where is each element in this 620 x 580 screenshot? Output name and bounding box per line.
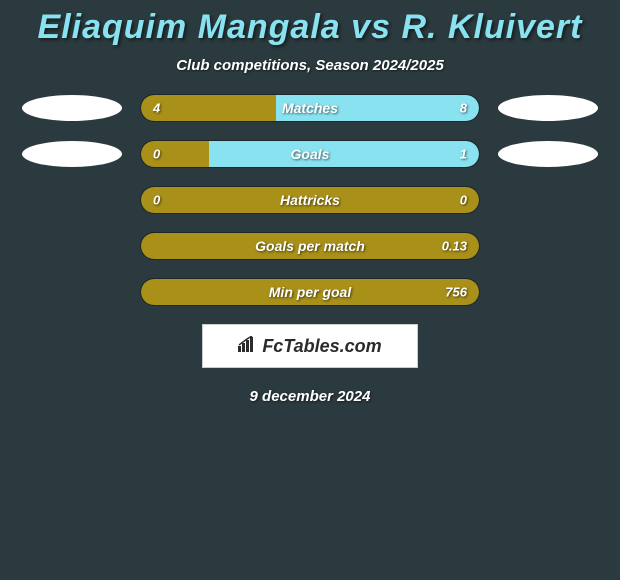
stat-row: Min per goal 756 [0,278,620,306]
stat-value-left: 4 [153,101,160,116]
stat-value-right: 8 [460,101,467,116]
stat-value-left: 0 [153,193,160,208]
vs-text: vs [351,8,391,46]
stat-value-right: 0.13 [442,239,467,254]
stat-row: 0 Hattricks 0 [0,186,620,214]
fctables-logo-box[interactable]: FcTables.com [202,324,418,368]
date-text: 9 december 2024 [0,388,620,405]
player-right-badge [498,141,598,167]
stat-label: Hattricks [280,192,340,208]
stat-value-left: 0 [153,147,160,162]
stat-row: Goals per match 0.13 [0,232,620,260]
stat-bar: 0 Hattricks 0 [140,186,480,214]
subtitle: Club competitions, Season 2024/2025 [0,57,620,74]
player-left-badge [22,95,122,121]
stat-label: Matches [282,100,338,116]
logo-text: FcTables.com [262,336,381,357]
stat-value-right: 0 [460,193,467,208]
stat-bar: 0 Goals 1 [140,140,480,168]
player-right-name: R. Kluivert [401,8,582,46]
comparison-title: Eliaquim Mangala vs R. Kluivert [0,0,620,47]
stat-bar: Goals per match 0.13 [140,232,480,260]
stat-label: Goals [291,146,330,162]
stat-value-right: 756 [445,285,467,300]
bar-segment-left [141,95,276,121]
stat-label: Goals per match [255,238,365,254]
stat-label: Min per goal [269,284,351,300]
stat-rows-container: 4 Matches 8 0 Goals 1 0 Hattricks 0 Goals per mat… [0,94,620,306]
bar-segment-right [209,141,479,167]
player-right-badge [498,95,598,121]
stat-bar: Min per goal 756 [140,278,480,306]
stat-row: 0 Goals 1 [0,140,620,168]
bar-segment-left [141,141,209,167]
stat-row: 4 Matches 8 [0,94,620,122]
player-left-badge [22,141,122,167]
stat-bar: 4 Matches 8 [140,94,480,122]
bar-chart-icon [238,336,258,357]
stat-value-right: 1 [460,147,467,162]
fctables-logo: FcTables.com [238,336,381,357]
player-left-name: Eliaquim Mangala [38,8,341,46]
